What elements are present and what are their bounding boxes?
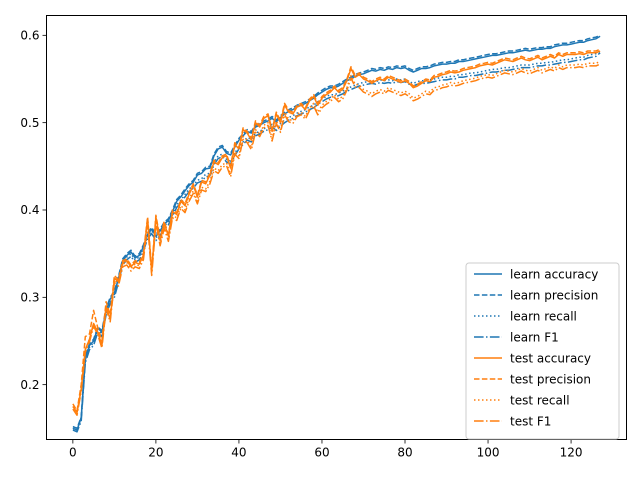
x-tick-label: 100 — [477, 446, 500, 460]
legend-label-learn-recall: learn recall — [510, 309, 577, 323]
x-tick-label: 120 — [560, 446, 583, 460]
y-tick-label: 0.3 — [20, 291, 39, 305]
series-line-learn-precision — [72, 34, 601, 430]
y-tick-label: 0.5 — [20, 116, 39, 130]
legend-label-learn-precision: learn precision — [510, 288, 598, 302]
series-line-test-f1 — [72, 63, 601, 416]
x-tick-label: 60 — [314, 446, 329, 460]
legend-label-test-precision: test precision — [510, 372, 591, 386]
legend: learn accuracy learn precision learn recal… — [465, 262, 620, 440]
series-line-learn-recall — [72, 50, 601, 431]
legend-label-test-f1: test F1 — [510, 414, 551, 428]
legend-box — [465, 262, 620, 440]
legend-label-test-recall: test recall — [510, 393, 570, 407]
x-tick-label: 80 — [397, 446, 412, 460]
x-tick-label: 0 — [69, 446, 77, 460]
x-axis-ticks: 0 20 40 60 80 100 120 — [69, 439, 583, 460]
x-tick-label: 20 — [148, 446, 163, 460]
y-tick-label: 0.6 — [20, 29, 39, 43]
x-tick-label: 40 — [231, 446, 246, 460]
y-tick-label: 0.4 — [20, 203, 39, 217]
legend-label-learn-accuracy: learn accuracy — [510, 267, 598, 281]
legend-label-test-accuracy: test accuracy — [510, 351, 591, 365]
y-axis-ticks: 0.2 0.3 0.4 0.5 0.6 — [20, 29, 47, 392]
series-line-test-recall — [72, 60, 601, 414]
series-line-learn-accuracy — [72, 35, 601, 431]
plot-frame — [46, 15, 627, 440]
legend-label-learn-f1: learn F1 — [510, 330, 559, 344]
y-tick-label: 0.2 — [20, 378, 39, 392]
series-layer — [72, 34, 601, 433]
